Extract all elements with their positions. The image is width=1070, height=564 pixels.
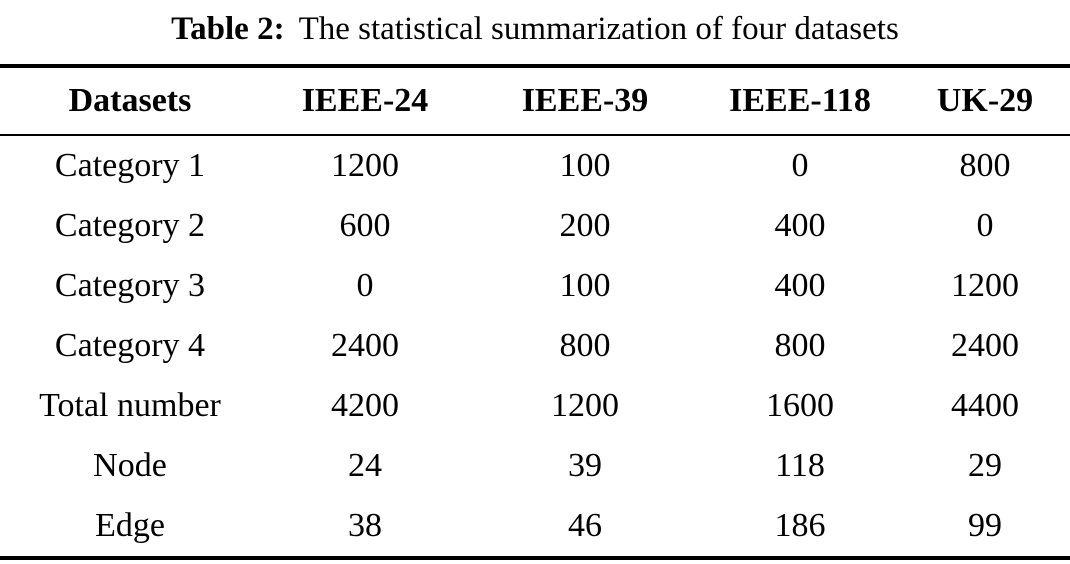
cell-value: 200 — [559, 207, 611, 244]
cell-value: 1200 — [331, 147, 399, 184]
caption-label: Table 2: — [171, 11, 285, 47]
row-label: Category 2 — [54, 207, 206, 244]
cell-value: 800 — [559, 327, 611, 364]
cell-value: 4400 — [951, 387, 1019, 424]
table-row-category-4: Category 4 2400 800 800 2400 — [0, 316, 1070, 376]
row-label: Total number — [39, 387, 221, 424]
cell-value: 29 — [968, 447, 1002, 484]
cell-value: 2400 — [951, 327, 1019, 364]
cell-value: 1200 — [551, 387, 619, 424]
column-header-ieee-118: IEEE-118 — [729, 82, 871, 119]
cell-value: 39 — [568, 447, 602, 484]
table-row-category-2: Category 2 600 200 400 0 — [0, 196, 1070, 256]
cell-value: 24 — [348, 447, 382, 484]
cell-value: 400 — [774, 207, 826, 244]
cell-value: 1200 — [951, 267, 1019, 304]
cell-value: 2400 — [331, 327, 399, 364]
cell-value: 99 — [968, 507, 1002, 544]
cell-value: 46 — [568, 507, 602, 544]
table-header: Datasets IEEE-24 IEEE-39 IEEE-118 UK-29 — [0, 66, 1070, 135]
cell-value: 100 — [559, 147, 611, 184]
cell-value: 186 — [774, 507, 826, 544]
column-header-ieee-39: IEEE-39 — [521, 82, 649, 119]
cell-value: 0 — [356, 267, 374, 304]
column-header-datasets: Datasets — [68, 82, 192, 119]
cell-value: 600 — [339, 207, 391, 244]
row-label: Category 4 — [54, 327, 206, 364]
cell-value: 118 — [775, 447, 825, 484]
cell-value: 0 — [791, 147, 809, 184]
header-row: Datasets IEEE-24 IEEE-39 IEEE-118 UK-29 — [0, 66, 1070, 135]
column-header-uk-29: UK-29 — [936, 82, 1034, 119]
cell-value: 4200 — [331, 387, 399, 424]
cell-value: 800 — [774, 327, 826, 364]
row-label: Category 1 — [54, 147, 206, 184]
row-label: Node — [93, 447, 167, 484]
table-caption: Table 2: The statistical summarization of… — [0, 0, 1070, 64]
datasets-table: Datasets IEEE-24 IEEE-39 IEEE-118 UK-29 … — [0, 64, 1070, 560]
caption-text: The statistical summarization of four da… — [298, 11, 899, 47]
cell-value: 800 — [959, 147, 1011, 184]
cell-value: 400 — [774, 267, 826, 304]
row-label: Category 3 — [54, 267, 206, 304]
table-row-edge: Edge 38 46 186 99 — [0, 496, 1070, 558]
table-row-node: Node 24 39 118 29 — [0, 436, 1070, 496]
table-row-category-3: Category 3 0 100 400 1200 — [0, 256, 1070, 316]
cell-value: 38 — [348, 507, 382, 544]
table-row-category-1: Category 1 1200 100 0 800 — [0, 135, 1070, 196]
cell-value: 1600 — [766, 387, 834, 424]
cell-value: 100 — [559, 267, 611, 304]
row-label: Edge — [95, 507, 165, 544]
column-header-ieee-24: IEEE-24 — [301, 82, 429, 119]
table-row-total-number: Total number 4200 1200 1600 4400 — [0, 376, 1070, 436]
cell-value: 0 — [976, 207, 994, 244]
table-body: Category 1 1200 100 0 800 Category 2 600… — [0, 135, 1070, 558]
